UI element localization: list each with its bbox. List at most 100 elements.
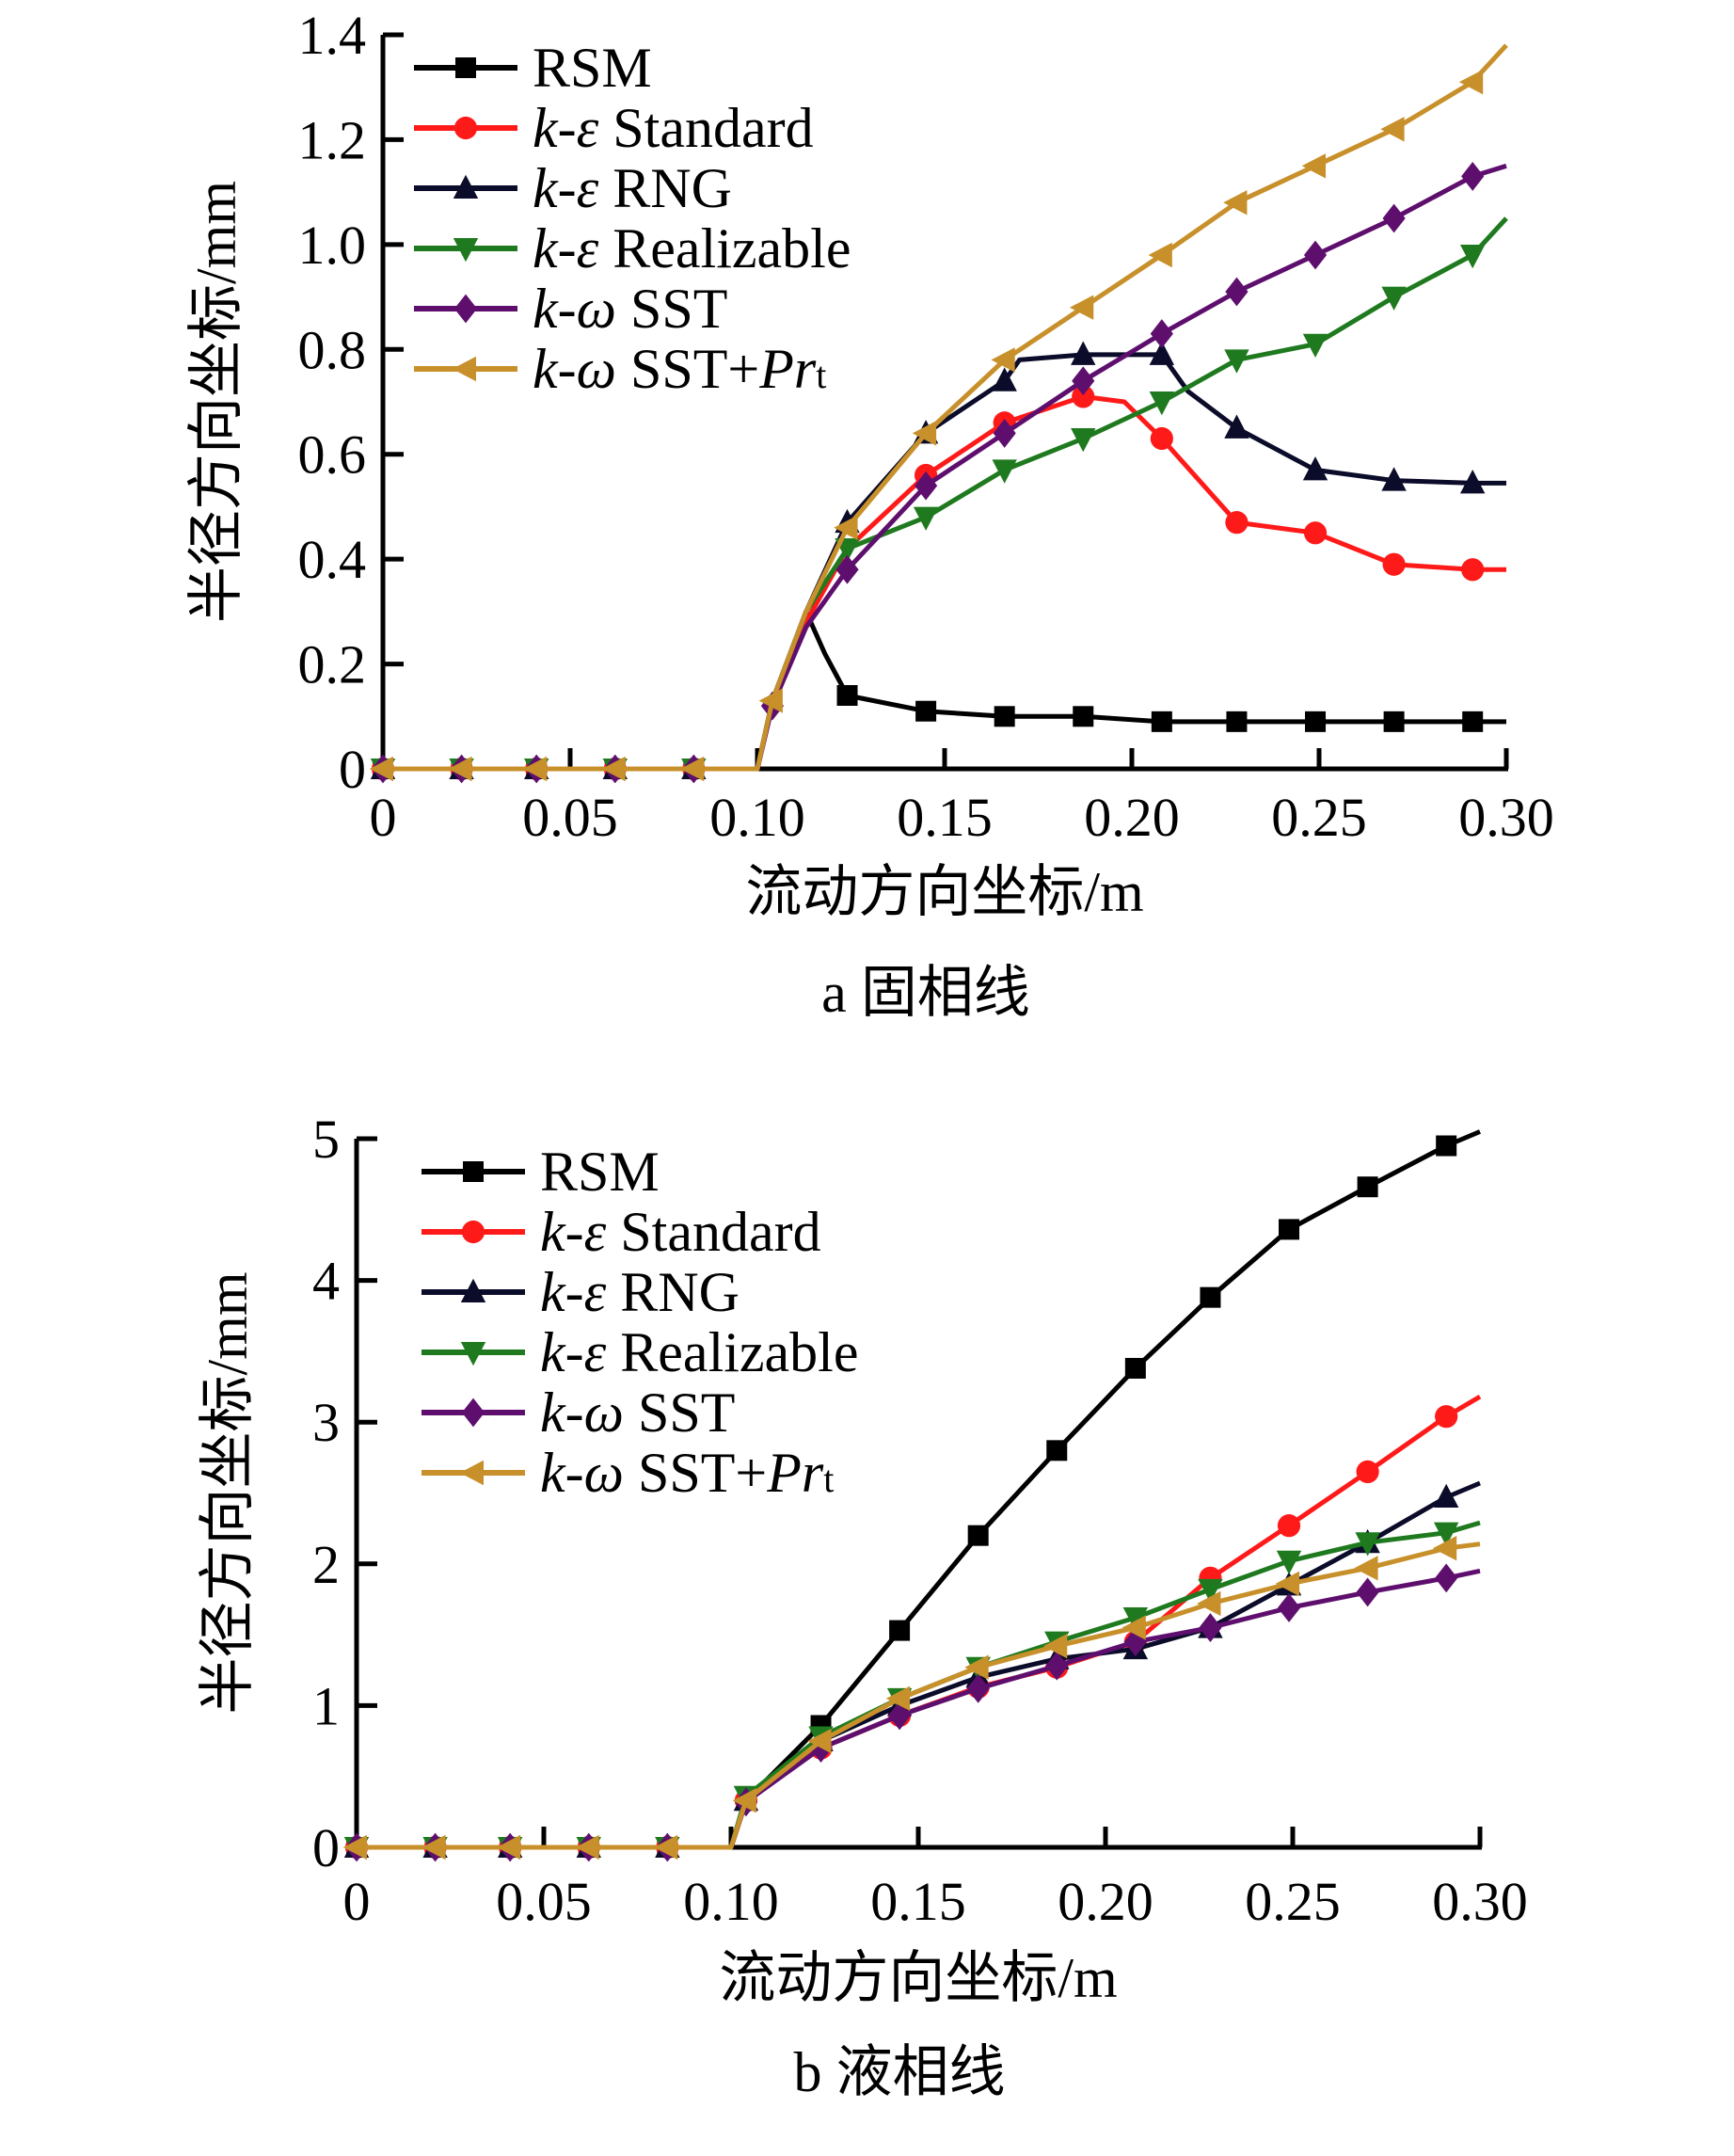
circle-marker	[461, 1220, 485, 1244]
triangle-down-marker	[1276, 1550, 1302, 1575]
legend-label: k-ε Realizable	[540, 1321, 858, 1383]
diamond-marker	[1356, 1577, 1379, 1607]
square-marker	[455, 57, 476, 78]
square-marker	[994, 706, 1015, 727]
circle-marker	[1072, 385, 1095, 408]
legend-label-part: Standard	[598, 97, 813, 159]
triangle-left-marker	[1069, 295, 1094, 320]
square-marker	[1200, 1286, 1221, 1308]
square-marker	[915, 700, 937, 722]
x-tick-label: 0.15	[897, 787, 993, 848]
triangle-left-marker	[522, 756, 548, 782]
y-tick-label: 3	[312, 1392, 340, 1453]
square-marker	[1124, 1357, 1146, 1379]
legend-item: k-ε Standard	[414, 97, 814, 159]
legend-label-part: RSM	[533, 37, 652, 99]
circle-marker	[1435, 1405, 1458, 1429]
x-tick-label: 0.25	[1271, 787, 1367, 848]
legend-label-part: k	[533, 338, 559, 400]
x-tick-label: 0.25	[1245, 1871, 1341, 1932]
triangle-left-marker	[991, 347, 1015, 373]
legend-label-part: Pr	[766, 1442, 824, 1504]
diamond-marker	[1072, 366, 1095, 396]
legend-label-part: ω	[584, 1381, 624, 1444]
triangle-down-marker	[1355, 1532, 1380, 1557]
triangle-down-marker	[1071, 428, 1096, 453]
triangle-left-marker	[496, 1834, 521, 1861]
legend-label: k-ω SST+Prt	[533, 338, 826, 400]
series-line	[383, 609, 1506, 772]
legend-label-part: k	[540, 1261, 566, 1323]
circle-marker	[1356, 1460, 1379, 1484]
x-tick-label: 0.30	[1458, 787, 1554, 848]
triangle-down-marker	[1198, 1578, 1223, 1604]
legend-label-part: -	[558, 338, 577, 400]
legend-label: k-ε Realizable	[533, 217, 851, 279]
legend-label-part: Pr	[758, 338, 817, 400]
legend-item: RSM	[414, 37, 652, 99]
legend-label-part: ε	[577, 157, 599, 219]
legend-label-part: t	[816, 354, 826, 396]
triangle-down-marker	[1224, 349, 1249, 374]
legend-label: RSM	[533, 37, 652, 99]
square-marker	[1305, 711, 1327, 732]
x-tick-label: 0.30	[1432, 1871, 1528, 1932]
legend-label: k-ε RNG	[533, 157, 732, 219]
legend-item: k-ω SST	[422, 1381, 735, 1444]
diamond-marker	[1199, 1613, 1222, 1642]
triangle-left-marker	[885, 1685, 911, 1712]
legend-label-part: SST	[616, 278, 727, 340]
circle-marker	[1225, 511, 1249, 535]
legend-label-part: ω	[577, 278, 616, 340]
series-line	[357, 1129, 1481, 1850]
diamond-marker	[915, 471, 938, 501]
y-axis-title: 半径方向坐标/mm	[197, 1271, 259, 1714]
series-k-rng	[343, 1480, 1481, 1858]
series-k-sst-prt	[369, 43, 1508, 782]
triangle-left-marker	[452, 356, 476, 382]
legend-label: k-ε RNG	[540, 1261, 740, 1323]
series-rsm	[346, 1129, 1481, 1858]
diamond-marker	[1150, 319, 1173, 348]
series-line	[357, 1480, 1481, 1850]
x-tick-label: 0	[370, 787, 397, 848]
x-axis-title: 流动方向坐标/m	[745, 861, 1143, 923]
triangle-down-marker	[913, 506, 939, 531]
series-line	[357, 1568, 1481, 1850]
square-marker	[967, 1525, 989, 1546]
legend-item: k-ω SST+Prt	[422, 1442, 834, 1504]
y-tick-label: 0.2	[298, 634, 367, 695]
x-tick-label: 0.20	[1084, 787, 1180, 848]
triangle-up-marker	[1071, 341, 1096, 365]
legend-label-part: ω	[577, 338, 616, 400]
x-axis-title: 流动方向坐标/m	[719, 1947, 1117, 2009]
legend-label-part: SST	[624, 1381, 735, 1444]
triangle-left-marker	[342, 1834, 367, 1861]
triangle-left-marker	[1197, 1590, 1221, 1617]
caption-text: 液相线	[836, 2041, 1006, 2103]
diamond-marker	[461, 1397, 485, 1428]
caption-text: 固相线	[861, 962, 1030, 1024]
triangle-down-marker	[1433, 1522, 1459, 1546]
legend-label-part: ω	[584, 1442, 624, 1504]
triangle-left-marker	[459, 1460, 484, 1486]
legend-label: k-ε Standard	[533, 97, 814, 159]
diamond-marker	[1382, 203, 1406, 233]
series-line	[357, 1541, 1481, 1850]
legend-item: RSM	[422, 1141, 660, 1203]
diamond-marker	[453, 294, 478, 324]
legend-label: k-ω SST	[533, 278, 727, 340]
circle-marker	[1382, 552, 1406, 576]
legend-label-part: k	[540, 1201, 566, 1263]
legend-label-part: k	[533, 278, 559, 340]
legend-label: k-ω SST	[540, 1381, 735, 1444]
legend-label-part: RNG	[606, 1261, 740, 1323]
diamond-marker	[1461, 162, 1485, 191]
square-marker	[1279, 1219, 1300, 1240]
triangle-down-marker	[460, 1342, 486, 1366]
square-marker	[836, 685, 858, 706]
y-tick-label: 5	[312, 1109, 340, 1170]
y-tick-label: 1.4	[298, 5, 367, 66]
legend-label-part: SST+	[624, 1442, 767, 1504]
